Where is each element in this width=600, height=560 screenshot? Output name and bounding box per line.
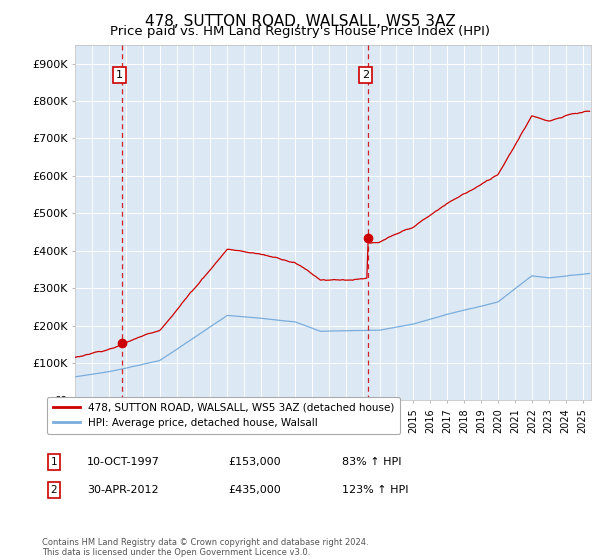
- Text: 2: 2: [362, 70, 369, 80]
- Text: 123% ↑ HPI: 123% ↑ HPI: [342, 485, 409, 495]
- Text: 1: 1: [50, 457, 58, 467]
- Text: £153,000: £153,000: [228, 457, 281, 467]
- Text: £435,000: £435,000: [228, 485, 281, 495]
- Text: 478, SUTTON ROAD, WALSALL, WS5 3AZ: 478, SUTTON ROAD, WALSALL, WS5 3AZ: [145, 14, 455, 29]
- Text: Price paid vs. HM Land Registry's House Price Index (HPI): Price paid vs. HM Land Registry's House …: [110, 25, 490, 38]
- Text: 83% ↑ HPI: 83% ↑ HPI: [342, 457, 401, 467]
- Text: Contains HM Land Registry data © Crown copyright and database right 2024.
This d: Contains HM Land Registry data © Crown c…: [42, 538, 368, 557]
- Text: 30-APR-2012: 30-APR-2012: [87, 485, 158, 495]
- Text: 10-OCT-1997: 10-OCT-1997: [87, 457, 160, 467]
- Legend: 478, SUTTON ROAD, WALSALL, WS5 3AZ (detached house), HPI: Average price, detache: 478, SUTTON ROAD, WALSALL, WS5 3AZ (deta…: [47, 396, 400, 435]
- Text: 1: 1: [116, 70, 123, 80]
- Text: 2: 2: [50, 485, 58, 495]
